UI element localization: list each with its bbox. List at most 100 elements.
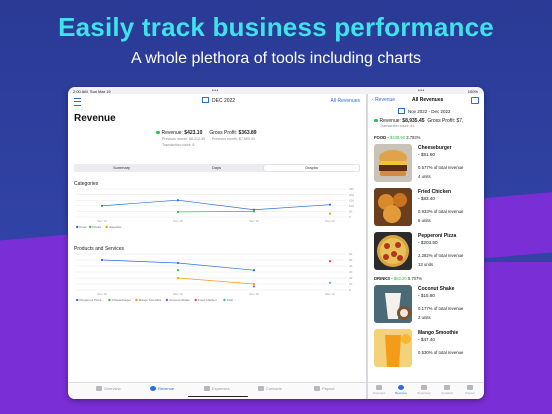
tab-overview-right[interactable]: Overview bbox=[370, 385, 388, 395]
revenue-dot-icon bbox=[156, 130, 160, 134]
data-point bbox=[252, 210, 256, 213]
legend-marker bbox=[76, 298, 79, 302]
y-tick-label: 0 bbox=[349, 215, 351, 219]
revenue-icon bbox=[398, 385, 404, 390]
calendar-icon bbox=[398, 108, 405, 114]
multitask-dots-icon[interactable]: ••• bbox=[212, 88, 219, 94]
data-point bbox=[252, 285, 256, 288]
contacts-icon bbox=[258, 386, 264, 391]
share-icon[interactable] bbox=[471, 97, 479, 104]
segment-summary[interactable]: Summary bbox=[112, 165, 131, 170]
multitask-dots-icon-right[interactable]: ••• bbox=[418, 88, 425, 94]
data-point bbox=[176, 210, 180, 214]
list-item[interactable]: Cheeseburger • $51.60 0.577% of total re… bbox=[374, 144, 480, 184]
data-point bbox=[252, 282, 256, 286]
x-tick-label: Dec 10 bbox=[97, 292, 107, 296]
segment-graphs[interactable]: Graphs bbox=[264, 165, 359, 171]
products-chart: 60 50 40 30 20 10 0 Dec 10 Dec 16 Dec 19 Dec 12 Pep… bbox=[76, 252, 353, 302]
expenses-icon bbox=[421, 385, 427, 390]
menu-icon[interactable] bbox=[74, 98, 81, 106]
pane-title: All Revenues bbox=[412, 97, 444, 103]
tab-payout[interactable]: Payout bbox=[314, 386, 334, 391]
mango-smoothie-image bbox=[374, 329, 412, 367]
tab-overview[interactable]: Overview bbox=[96, 386, 121, 391]
list-item[interactable]: Pepperoni Pizza • $203.90 2.282% of tota… bbox=[374, 232, 480, 272]
payout-icon bbox=[314, 386, 320, 391]
tab-payout-right[interactable]: Payout bbox=[461, 385, 479, 395]
legend-marker bbox=[108, 298, 111, 302]
legend-marker bbox=[165, 298, 169, 302]
y-tick-label: 250 bbox=[349, 187, 354, 191]
promo-headline: Easily track business performance bbox=[58, 12, 494, 42]
tab-expenses[interactable]: Expenses bbox=[204, 386, 230, 391]
y-tick-label: 0 bbox=[349, 288, 351, 292]
back-button[interactable]: ‹ Revenue bbox=[372, 97, 396, 103]
status-bar: 2:00 AM Sun Mar 19 ••• ••• 100% bbox=[68, 87, 484, 94]
legend-entry: Pepperoni Pizza bbox=[80, 298, 102, 302]
series-line bbox=[101, 199, 331, 211]
data-point bbox=[328, 212, 332, 215]
data-point bbox=[328, 281, 332, 284]
contacts-icon bbox=[444, 385, 450, 390]
data-point bbox=[100, 204, 104, 207]
categories-title: Categories bbox=[74, 181, 99, 187]
x-tick-label: Dec 10 bbox=[97, 219, 107, 223]
tab-bar: Overview Revenue Expenses Contacts Payou… bbox=[68, 382, 366, 399]
legend-marker bbox=[76, 225, 79, 229]
data-point bbox=[176, 261, 180, 265]
list-item[interactable]: Fried Chicken • $83.40 0.933% of total r… bbox=[374, 188, 480, 228]
data-point bbox=[328, 260, 332, 263]
tab-revenue[interactable]: Revenue bbox=[150, 386, 174, 391]
all-revenues-pane: ‹ Revenue All Revenues Nov 2022 - Dec 20… bbox=[368, 94, 484, 399]
food-header: FOOD • $338.90 3.793% bbox=[374, 135, 421, 140]
revenue-pane: DEC 2022 All Revenues Revenue Revenue: $… bbox=[68, 94, 366, 399]
legend-entry: Coconut Shake bbox=[169, 298, 190, 302]
date-range-selector[interactable]: DEC 2022 bbox=[202, 97, 235, 104]
tab-contacts[interactable]: Contacts bbox=[258, 386, 282, 391]
data-point bbox=[176, 199, 180, 202]
tab-expenses-right[interactable]: Expenses bbox=[415, 385, 433, 395]
data-point bbox=[100, 258, 104, 262]
page-title: Revenue bbox=[74, 113, 116, 124]
tablet-frame: 2:00 AM Sun Mar 19 ••• ••• 100% DEC 2022… bbox=[68, 87, 484, 399]
list-item[interactable]: Coconut Shake • $15.80 0.177% of total r… bbox=[374, 285, 480, 325]
revenue-icon bbox=[150, 386, 156, 391]
pepperoni-pizza-image bbox=[374, 232, 412, 270]
date-range-selector-right[interactable]: Nov 2022 - Dec 2022 bbox=[398, 108, 451, 114]
data-point bbox=[252, 269, 256, 272]
y-tick-label: 50 bbox=[349, 210, 353, 214]
legend-marker bbox=[89, 225, 92, 229]
overview-icon bbox=[376, 385, 382, 390]
x-tick-label: Dec 16 bbox=[173, 292, 183, 296]
x-tick-label: Dec 16 bbox=[173, 219, 183, 223]
list-item[interactable]: Mango Smoothie • $47.40 0.530% of total … bbox=[374, 329, 480, 369]
legend-entry: Appetizer bbox=[109, 225, 122, 229]
y-tick-label: 30 bbox=[349, 270, 353, 274]
split-view-divider[interactable] bbox=[366, 94, 368, 399]
x-tick-label: Dec 19 bbox=[249, 292, 259, 296]
legend-entry: Chai bbox=[227, 298, 234, 302]
nav-bar-right: ‹ Revenue All Revenues bbox=[368, 94, 484, 106]
legend-entry: Food bbox=[80, 225, 87, 229]
calendar-icon bbox=[202, 97, 209, 103]
promo-subhead: A whole plethora of tools including char… bbox=[131, 50, 421, 67]
y-tick-label: 150 bbox=[349, 198, 354, 202]
y-tick-label: 40 bbox=[349, 264, 353, 268]
series-line bbox=[177, 211, 255, 213]
fried-chicken-image bbox=[374, 188, 412, 226]
data-point bbox=[328, 203, 332, 206]
drinks-header: DRINKS • $63.20 0.707% bbox=[374, 276, 423, 281]
filter-button[interactable]: All Revenues bbox=[330, 98, 360, 104]
battery-indicator: 100% bbox=[467, 89, 478, 94]
summary-right: Revenue: $8,935.45 Gross Profit: $7, Tra… bbox=[374, 118, 463, 128]
tab-revenue-right[interactable]: Revenue bbox=[392, 385, 410, 395]
overview-icon bbox=[96, 386, 102, 391]
tab-contacts-right[interactable]: Contacts bbox=[438, 385, 456, 395]
status-time: 2:00 AM Sun Mar 19 bbox=[73, 89, 111, 94]
x-tick-label: Dec 19 bbox=[249, 219, 259, 223]
payout-icon bbox=[467, 385, 473, 390]
segment-days[interactable]: Days bbox=[211, 165, 222, 170]
y-tick-label: 100 bbox=[349, 204, 354, 208]
legend-marker bbox=[223, 298, 226, 302]
y-tick-label: 200 bbox=[349, 193, 354, 197]
